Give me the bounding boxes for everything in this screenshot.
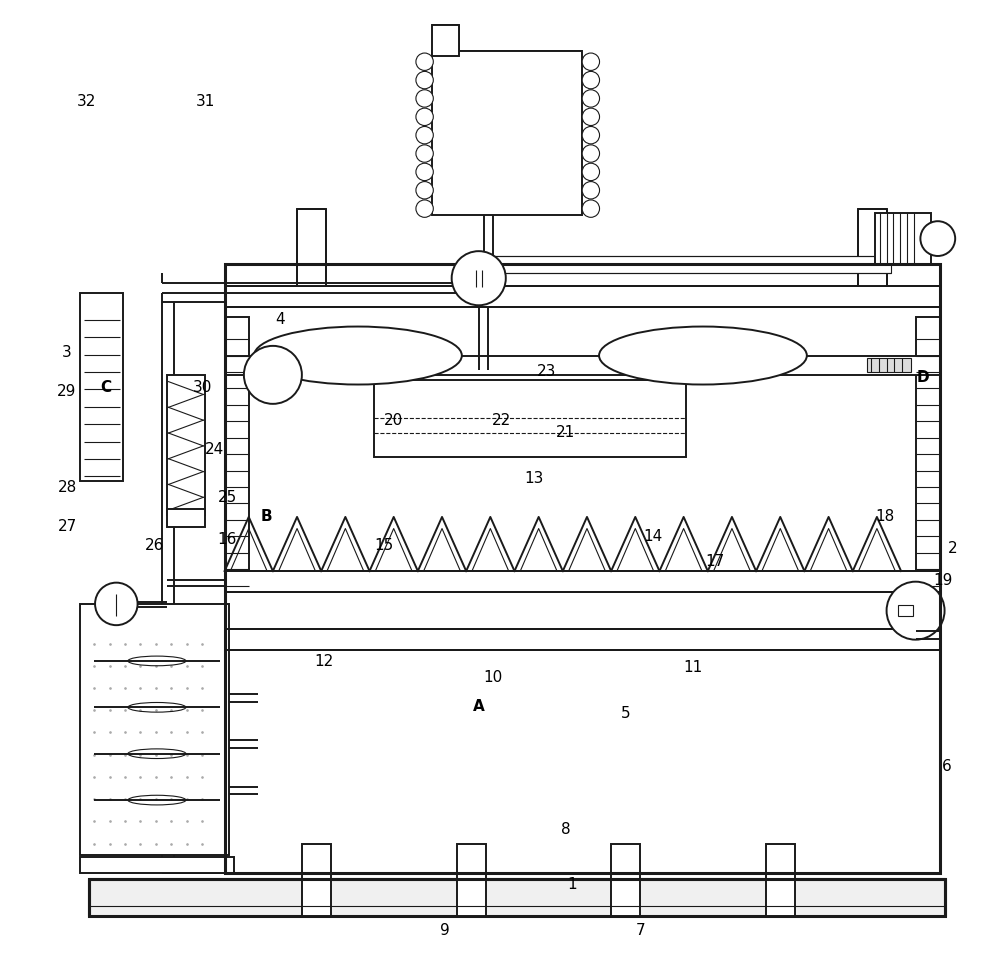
Circle shape — [416, 71, 433, 88]
Text: D: D — [917, 370, 930, 385]
Circle shape — [416, 126, 433, 144]
Circle shape — [582, 108, 600, 125]
Bar — [898, 605, 913, 616]
Bar — [471, 256, 891, 273]
Bar — [916, 317, 940, 592]
Text: 31: 31 — [196, 94, 215, 109]
Circle shape — [582, 182, 600, 199]
Bar — [432, 25, 459, 56]
Text: 2: 2 — [947, 541, 957, 556]
Text: 4: 4 — [275, 312, 284, 328]
Text: 13: 13 — [524, 470, 544, 486]
Text: 9: 9 — [440, 923, 450, 938]
Circle shape — [582, 163, 600, 181]
Text: 3: 3 — [62, 345, 72, 361]
Circle shape — [582, 145, 600, 162]
Circle shape — [416, 200, 433, 218]
Text: 30: 30 — [193, 380, 212, 395]
Text: A: A — [473, 699, 485, 713]
Circle shape — [416, 182, 433, 199]
Ellipse shape — [254, 327, 462, 385]
Bar — [225, 356, 940, 375]
Text: 10: 10 — [484, 670, 503, 685]
Text: C: C — [100, 380, 111, 395]
Bar — [225, 286, 940, 307]
Bar — [249, 359, 292, 372]
Circle shape — [582, 71, 600, 88]
Text: B: B — [260, 509, 272, 525]
Bar — [167, 509, 205, 527]
Bar — [432, 52, 582, 216]
Bar — [374, 380, 686, 457]
Text: 24: 24 — [205, 442, 225, 457]
Bar — [225, 263, 940, 873]
Text: 19: 19 — [933, 573, 952, 588]
Text: 6: 6 — [942, 759, 951, 774]
Bar — [225, 629, 940, 650]
Circle shape — [582, 89, 600, 107]
Text: 1: 1 — [568, 877, 577, 891]
Bar — [302, 844, 331, 916]
Circle shape — [452, 251, 506, 305]
Circle shape — [416, 108, 433, 125]
Text: 28: 28 — [57, 480, 77, 496]
Circle shape — [416, 145, 433, 162]
Circle shape — [582, 53, 600, 70]
Text: 12: 12 — [314, 654, 334, 670]
Circle shape — [887, 581, 945, 640]
Text: 15: 15 — [374, 538, 394, 553]
Bar — [80, 857, 234, 873]
Text: 21: 21 — [556, 426, 575, 440]
Bar — [225, 263, 940, 873]
Bar — [875, 214, 931, 263]
Bar — [89, 880, 945, 916]
Bar — [611, 844, 640, 916]
Text: 7: 7 — [635, 923, 645, 938]
Text: 16: 16 — [218, 532, 237, 546]
Text: 26: 26 — [145, 538, 165, 553]
Circle shape — [582, 200, 600, 218]
Bar — [225, 317, 249, 592]
Text: 8: 8 — [561, 821, 571, 837]
Text: 32: 32 — [77, 94, 96, 109]
Ellipse shape — [599, 327, 807, 385]
Circle shape — [244, 346, 302, 403]
Bar — [80, 293, 123, 481]
Bar — [766, 844, 795, 916]
Bar — [225, 571, 940, 592]
Bar — [457, 844, 486, 916]
Bar — [80, 604, 229, 855]
Text: 5: 5 — [621, 706, 630, 720]
Text: 18: 18 — [875, 509, 894, 525]
Text: 14: 14 — [643, 529, 662, 543]
Circle shape — [95, 582, 138, 625]
Text: 27: 27 — [57, 519, 77, 534]
Circle shape — [416, 163, 433, 181]
Text: 11: 11 — [684, 660, 703, 676]
Bar — [167, 375, 205, 515]
Bar — [867, 359, 911, 372]
Text: 20: 20 — [384, 413, 403, 428]
Circle shape — [416, 89, 433, 107]
Circle shape — [582, 126, 600, 144]
Circle shape — [416, 53, 433, 70]
Circle shape — [920, 222, 955, 256]
Text: 22: 22 — [492, 413, 512, 428]
Text: 29: 29 — [57, 384, 77, 399]
Bar — [858, 209, 887, 286]
Text: 25: 25 — [218, 490, 237, 505]
Text: 23: 23 — [537, 364, 556, 379]
Text: 17: 17 — [705, 554, 724, 569]
Bar — [297, 209, 326, 286]
